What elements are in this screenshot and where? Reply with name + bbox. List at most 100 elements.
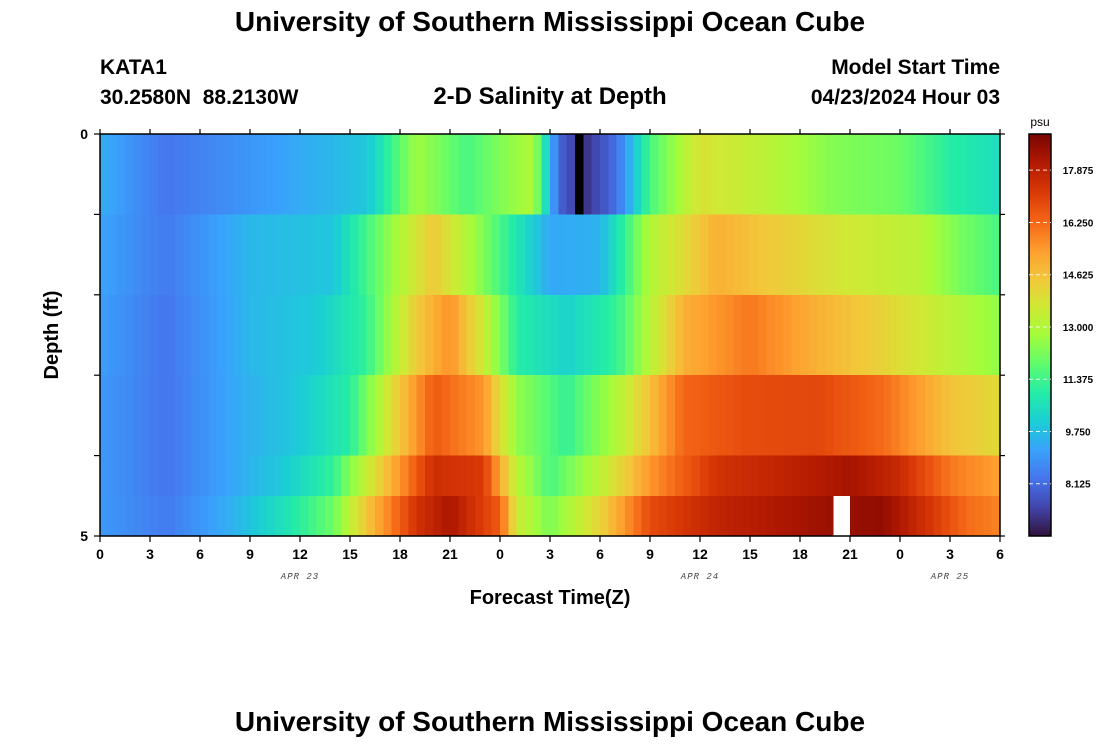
- heatmap-cell: [616, 214, 626, 296]
- heatmap-cell: [991, 375, 1001, 457]
- heatmap-cell: [183, 495, 193, 537]
- heatmap-cell: [108, 294, 118, 376]
- heatmap-cell: [100, 134, 109, 215]
- heatmap-cell: [800, 375, 809, 457]
- heatmap-cell: [583, 294, 593, 376]
- heatmap-cell: [216, 375, 226, 457]
- heatmap-cell: [191, 214, 201, 296]
- heatmap-cell: [116, 294, 126, 376]
- heatmap-cell: [233, 134, 243, 215]
- heatmap-cell: [575, 294, 584, 376]
- heatmap-cell: [983, 214, 993, 296]
- heatmap-cell: [108, 134, 118, 215]
- heatmap-cell: [883, 495, 893, 537]
- heatmap-cell: [816, 375, 826, 457]
- heatmap-cell: [958, 294, 968, 376]
- heatmap-cell: [750, 134, 759, 215]
- heatmap-cell: [500, 214, 509, 296]
- heatmap-cell: [775, 375, 784, 457]
- heatmap-cell: [608, 214, 618, 296]
- x-axis-title: Forecast Time(Z): [470, 587, 631, 609]
- heatmap-cell: [908, 375, 918, 457]
- heatmap-cell: [933, 294, 943, 376]
- heatmap-cell: [791, 375, 801, 457]
- heatmap-cell: [433, 294, 443, 376]
- heatmap-cell: [383, 294, 393, 376]
- x-tick-label: 3: [546, 546, 554, 562]
- heatmap-cell: [783, 495, 793, 537]
- heatmap-cell: [841, 375, 851, 457]
- heatmap-cell: [166, 294, 176, 376]
- heatmap-cell: [458, 495, 468, 537]
- heatmap-cell: [725, 495, 734, 537]
- heatmap-cell: [508, 214, 518, 296]
- heatmap-cell: [866, 294, 876, 376]
- heatmap-cell: [841, 495, 851, 537]
- heatmap-cell: [950, 294, 959, 376]
- heatmap-cell: [400, 294, 409, 376]
- heatmap-cell: [500, 294, 509, 376]
- heatmap-cell: [800, 214, 809, 296]
- heatmap-cell: [766, 214, 776, 296]
- heatmap-cell: [441, 294, 451, 376]
- heatmap-cell: [891, 495, 901, 537]
- heatmap-cell: [891, 294, 901, 376]
- heatmap-cell: [608, 375, 618, 457]
- heatmap-cell: [341, 134, 351, 215]
- heatmap-cell: [466, 134, 476, 215]
- model-start-label: Model Start Time: [831, 56, 1000, 79]
- heatmap-cell: [733, 214, 743, 296]
- heatmap-cell: [925, 214, 934, 296]
- heatmap-cell: [683, 214, 693, 296]
- heatmap-cell: [683, 134, 693, 215]
- heatmap-cell: [516, 294, 526, 376]
- heatmap-cell: [950, 375, 959, 457]
- heatmap-cell: [875, 134, 884, 215]
- heatmap-cell: [291, 375, 301, 457]
- heatmap-cell: [516, 134, 526, 215]
- heatmap-cell: [391, 495, 401, 537]
- heatmap-cell: [333, 134, 343, 215]
- heatmap-cell: [666, 375, 676, 457]
- heatmap-cell: [825, 375, 834, 457]
- heatmap-cell: [858, 495, 868, 537]
- heatmap-cell: [416, 495, 426, 537]
- heatmap-cell: [866, 214, 876, 296]
- heatmap-cell: [125, 495, 134, 537]
- heatmap-cell: [533, 214, 543, 296]
- heatmap-cell: [283, 294, 293, 376]
- heatmap-cell: [558, 294, 568, 376]
- heatmap-cell: [850, 375, 859, 457]
- heatmap-cell: [575, 495, 584, 537]
- heatmap-cell: [683, 294, 693, 376]
- heatmap-cell: [333, 495, 343, 537]
- heatmap-cell: [550, 134, 559, 215]
- heatmap-cell: [375, 375, 384, 457]
- heatmap-cell: [283, 495, 293, 537]
- heatmap-cell: [666, 294, 676, 376]
- heatmap-cell: [166, 375, 176, 457]
- heatmap-cell: [483, 214, 493, 296]
- heatmap-cell: [300, 294, 309, 376]
- heatmap-cell: [533, 375, 543, 457]
- heatmap-cell: [500, 134, 509, 215]
- heatmap-cell: [800, 495, 809, 537]
- heatmap-cell: [900, 134, 909, 215]
- heatmap-cell: [350, 134, 359, 215]
- heatmap-cell: [941, 134, 951, 215]
- heatmap-cell: [233, 375, 243, 457]
- heatmap-cell: [450, 294, 459, 376]
- heatmap-cell: [700, 134, 709, 215]
- heatmap-cell: [475, 294, 484, 376]
- x-tick-label: 6: [196, 546, 204, 562]
- heatmap-cell: [458, 375, 468, 457]
- colorbar: [1028, 133, 1052, 537]
- heatmap-cell: [916, 294, 926, 376]
- heatmap-cell: [733, 294, 743, 376]
- colorbar-tick-label: 13.000: [1063, 323, 1094, 334]
- heatmap-cell: [841, 134, 851, 215]
- x-tick-label: 0: [96, 546, 104, 562]
- heatmap-cell: [141, 294, 151, 376]
- heatmap-cell: [750, 375, 759, 457]
- heatmap-cell: [716, 495, 726, 537]
